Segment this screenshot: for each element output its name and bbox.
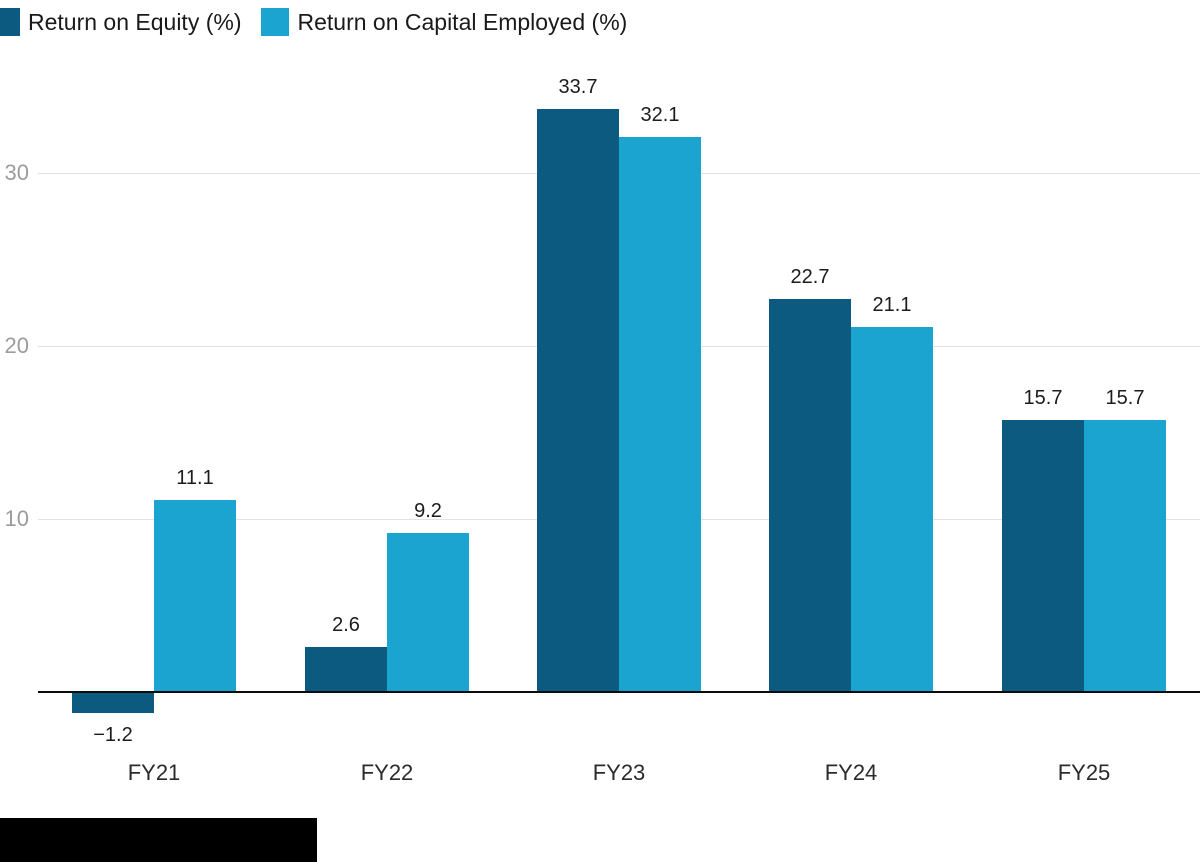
value-label-roe-fy21: −1.2 (93, 724, 133, 746)
bar-roce-fy21 (154, 500, 236, 692)
value-label-roe-fy22: 2.6 (332, 614, 360, 636)
value-label-roce-fy22: 9.2 (414, 500, 442, 522)
value-label-roe-fy23: 33.7 (558, 76, 598, 98)
bar-roe-fy25 (1002, 420, 1084, 692)
legend-label-roe: Return on Equity (%) (28, 9, 242, 35)
x-tick-label-fy25: FY25 (1057, 760, 1111, 785)
bar-roce-fy24 (851, 327, 933, 692)
bar-roe-fy23 (537, 109, 619, 692)
bar-roe-fy21 (72, 692, 154, 713)
x-tick-label-fy24: FY24 (824, 760, 878, 785)
bar-roce-fy22 (387, 533, 469, 692)
bar-roe-fy24 (769, 299, 851, 692)
roce-color-swatch (261, 8, 290, 36)
value-label-roce-fy21: 11.1 (176, 467, 214, 489)
legend-label-roce: Return on Capital Employed (%) (297, 9, 628, 35)
bar-roe-fy22 (305, 647, 387, 692)
legend: Return on Equity (%) Return on Capital E… (0, 8, 627, 36)
value-label-roce-fy25: 15.7 (1105, 387, 1145, 409)
y-tick-label-30: 30 (4, 160, 29, 185)
x-axis-line (38, 691, 1200, 693)
value-label-roe-fy24: 22.7 (790, 266, 830, 288)
bar-roce-fy23 (619, 137, 701, 692)
value-label-roce-fy23: 32.1 (640, 104, 680, 126)
value-label-roce-fy24: 21.1 (872, 294, 912, 316)
roe-color-swatch (0, 8, 20, 36)
x-tick-label-fy23: FY23 (592, 760, 646, 785)
legend-item-return-on-capital-employed: Return on Capital Employed (%) (261, 8, 627, 36)
bar-roce-fy25 (1084, 420, 1166, 692)
legend-item-return-on-equity: Return on Equity (%) (0, 8, 241, 36)
x-tick-label-fy22: FY22 (360, 760, 414, 785)
x-tick-label-fy21: FY21 (127, 760, 181, 785)
y-tick-label-20: 20 (4, 333, 29, 358)
y-tick-label-10: 10 (4, 506, 29, 531)
value-label-roe-fy25: 15.7 (1023, 387, 1063, 409)
redaction-box (0, 818, 317, 862)
